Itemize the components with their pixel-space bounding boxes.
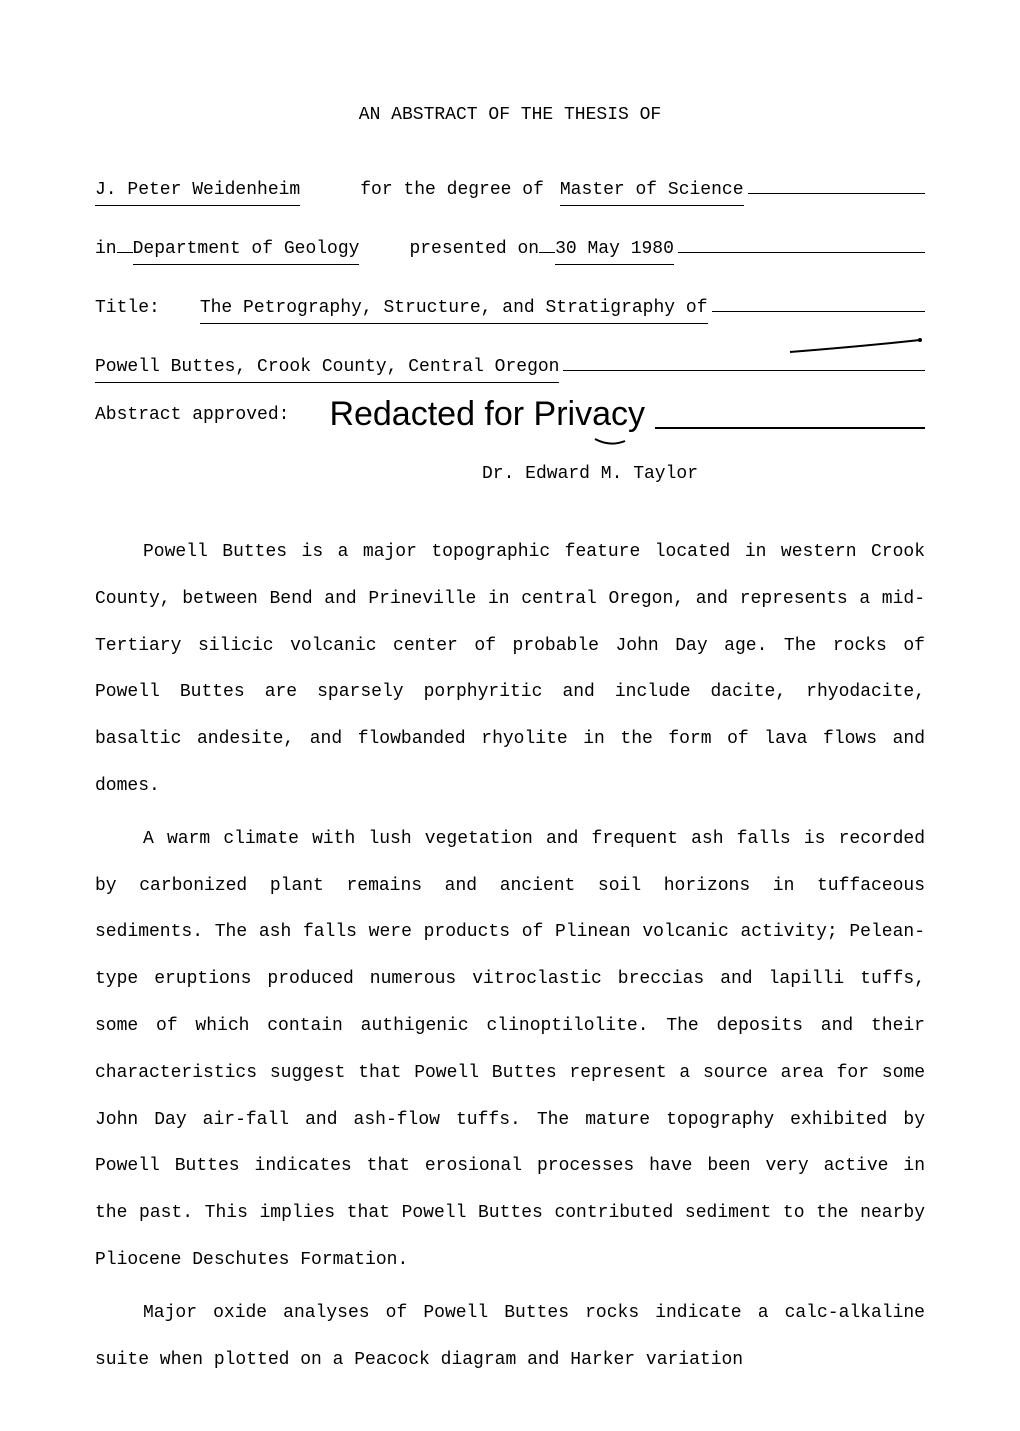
in-label: in [95,236,117,263]
body-paragraph-2: A warm climate with lush vegetation and … [95,816,925,1284]
title-label: Title: [95,295,160,322]
department-name: Department of Geology [133,236,360,265]
body-paragraph-3: Major oxide analyses of Powell Buttes ro… [95,1290,925,1384]
degree-type: Master of Science [560,177,744,206]
body-paragraph-1: Powell Buttes is a major topographic fea… [95,529,925,810]
signature-line [655,409,925,429]
advisor-name: Dr. Edward M. Taylor [95,464,925,484]
presented-date: 30 May 1980 [555,236,674,265]
curve-icon [590,437,630,449]
title-line-2: Powell Buttes, Crook County, Central Ore… [95,352,925,383]
header-title: AN ABSTRACT OF THE THESIS OF [359,105,661,125]
thesis-title-1: The Petrography, Structure, and Stratigr… [200,295,708,324]
abstract-approved-label: Abstract approved: [95,405,289,425]
flourish-icon [785,338,925,358]
abstract-header: AN ABSTRACT OF THE THESIS OF [95,105,925,125]
title-line-1: Title: The Petrography, Structure, and S… [95,293,925,324]
redacted-text: Redacted for Privacy [329,395,645,434]
degree-label: for the degree of [360,177,544,204]
thesis-title-2: Powell Buttes, Crook County, Central Ore… [95,354,559,383]
department-date-line: in Department of Geology presented on 30… [95,234,925,265]
author-name: J. Peter Weidenheim [95,177,300,206]
form-section: J. Peter Weidenheim for the degree of Ma… [95,175,925,484]
presented-label: presented on [409,236,539,263]
author-degree-line: J. Peter Weidenheim for the degree of Ma… [95,175,925,206]
abstract-approved-line: Abstract approved: Redacted for Privacy [95,395,925,434]
